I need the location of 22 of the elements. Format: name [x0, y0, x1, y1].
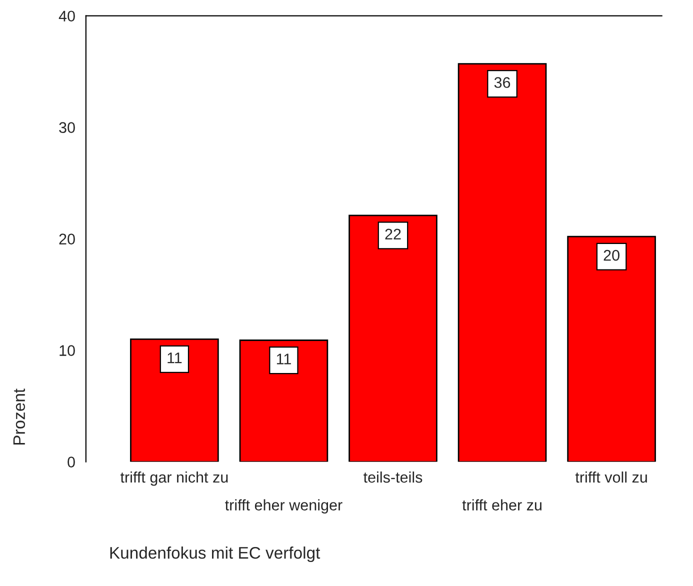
data-label: 11: [168, 352, 182, 364]
data-label: 36: [494, 77, 510, 88]
data-label: 20: [604, 250, 620, 261]
y-tick-label: 30: [59, 122, 75, 133]
data-label: 11: [276, 354, 291, 364]
bar: [567, 236, 656, 462]
y-tick-label: 40: [58, 10, 75, 22]
x-tick-label: trifft eher weniger: [225, 499, 342, 514]
x-tick-label: trifft voll zu: [575, 471, 647, 483]
bar: [239, 340, 328, 462]
x-tick-label: teils-teils: [364, 471, 422, 483]
y-tick-label: 20: [59, 234, 75, 244]
x-tick-label: trifft eher zu: [462, 499, 542, 510]
x-tick-label: trifft gar nicht zu: [120, 471, 228, 486]
data-label: 22: [385, 228, 401, 240]
x-axis-title: Kundenfokus mit EC verfolgt: [110, 546, 320, 562]
y-tick-label: 0: [68, 456, 75, 468]
bar: [458, 63, 547, 462]
bar: [348, 214, 438, 462]
y-tick-label: 10: [60, 345, 75, 356]
bar: [130, 338, 219, 462]
y-axis-title: Prozent: [13, 388, 26, 445]
